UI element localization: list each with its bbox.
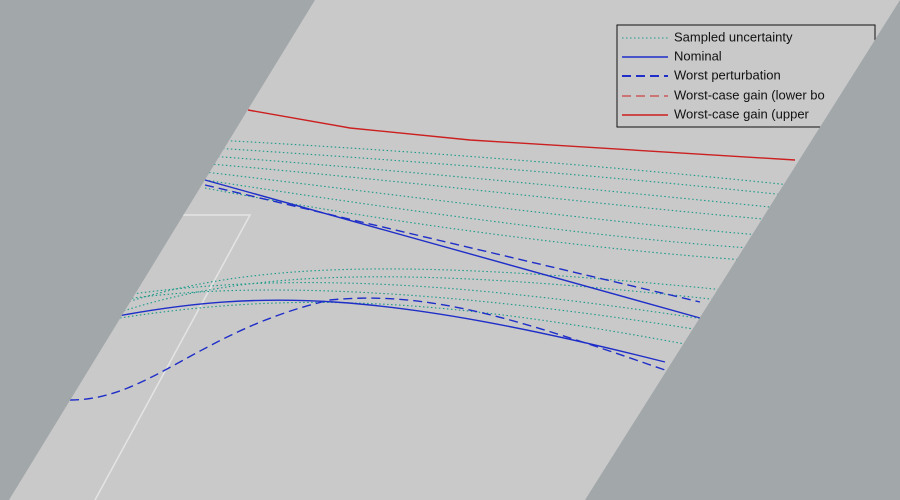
legend-label: Worst-case gain (upper [674,106,810,121]
upper-bound-line [247,109,796,161]
legend-label: Worst-case gain (lower bo [674,87,825,102]
nominal-line [117,299,666,363]
legend-label: Sampled uncertainty [674,29,793,44]
nominal-line [204,179,701,319]
legend: Sampled uncertainty Nominal Worst pertur… [616,24,876,128]
sampled-curves [117,139,791,346]
legend-label: Worst perturbation [674,67,781,82]
worst-line [69,297,666,401]
legend-label: Nominal [674,48,722,63]
worst-line [204,184,701,303]
frame-line [94,214,252,500]
